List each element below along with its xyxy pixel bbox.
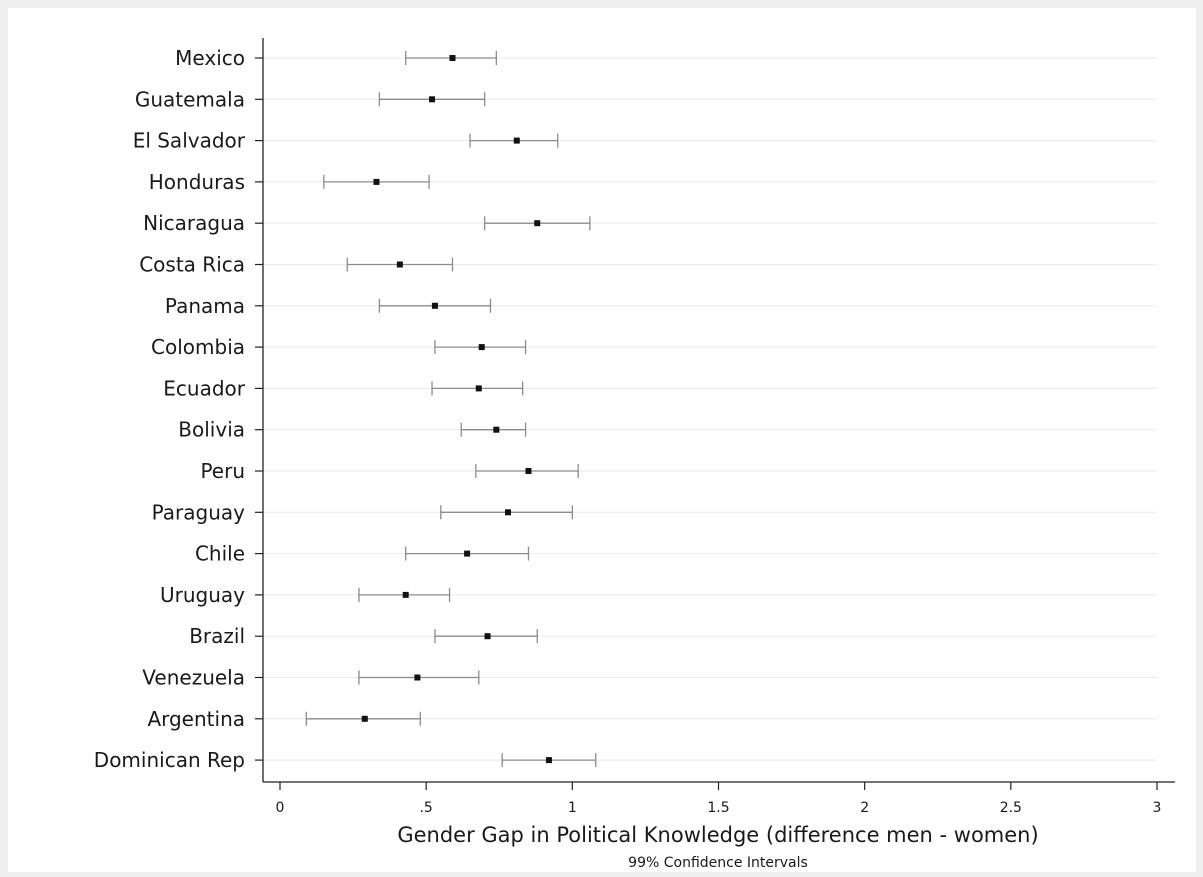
estimate-point (478, 344, 485, 351)
y-tick-label: Nicaragua (143, 211, 245, 235)
x-tick-label: 3 (1153, 800, 1162, 816)
y-tick-label: Guatemala (135, 87, 245, 111)
estimate-point (414, 674, 421, 681)
estimate-point (505, 509, 512, 516)
y-tick-label: Costa Rica (139, 253, 245, 277)
x-tick-label: 2.5 (1000, 800, 1022, 816)
estimate-point (475, 385, 482, 392)
x-tick-label: 1 (568, 800, 577, 816)
estimate-point (361, 715, 368, 722)
y-tick-label: Ecuador (163, 376, 245, 400)
y-tick-label: Bolivia (178, 418, 245, 442)
estimate-point (402, 591, 409, 598)
y-tick-label: Colombia (151, 335, 245, 359)
y-tick-label: Argentina (147, 707, 245, 731)
estimate-point (429, 96, 436, 103)
x-tick-label: 2 (860, 800, 869, 816)
estimate-point (449, 55, 456, 61)
y-tick-label: Dominican Rep (94, 748, 245, 772)
plot-background (8, 8, 1196, 872)
estimate-point (464, 550, 471, 557)
estimate-point (525, 468, 532, 474)
y-tick-label: Uruguay (160, 583, 245, 607)
chart-note: 99% Confidence Intervals (628, 855, 808, 871)
estimate-point (534, 220, 541, 227)
y-tick-label: El Salvador (133, 129, 246, 153)
y-tick-label: Honduras (149, 170, 245, 194)
x-tick-label: 1.5 (707, 800, 729, 816)
y-tick-label: Venezuela (142, 666, 245, 690)
x-tick-label: .5 (419, 800, 432, 816)
estimate-point (493, 426, 500, 433)
estimate-point (484, 633, 491, 640)
x-tick-label: 0 (276, 800, 285, 816)
y-tick-label: Brazil (189, 624, 245, 648)
y-tick-label: Chile (195, 542, 245, 566)
x-axis-ticks: 0 .5 1 1.5 2 2.5 3 (276, 782, 1162, 816)
y-tick-label: Mexico (175, 46, 245, 70)
estimate-point (431, 302, 438, 309)
y-tick-label: Panama (165, 294, 245, 318)
y-tick-label: Peru (200, 459, 245, 483)
estimate-point (396, 261, 403, 268)
estimate-point (373, 178, 380, 185)
estimate-point (513, 137, 520, 144)
x-axis-title: Gender Gap in Political Knowledge (diffe… (397, 823, 1038, 847)
estimate-point (545, 757, 552, 764)
y-tick-label: Paraguay (152, 500, 246, 524)
y-axis-labels: Mexico Guatemala El Salvador Honduras Nicara… (94, 46, 263, 772)
point-estimates (361, 55, 552, 764)
